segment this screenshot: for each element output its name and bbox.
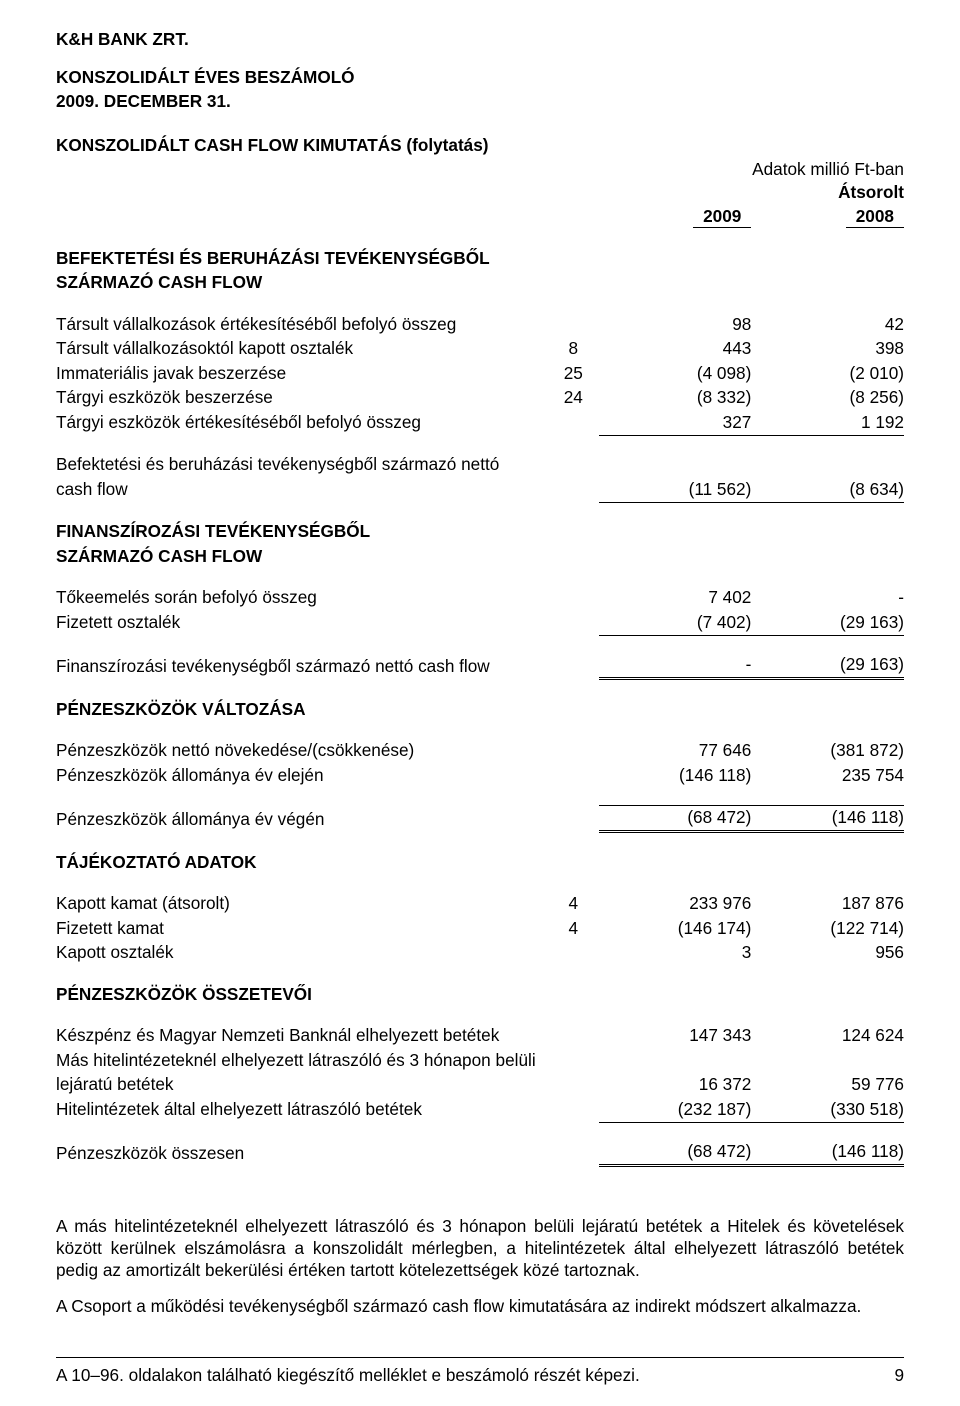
col-y1: 2009 bbox=[693, 206, 751, 228]
col-header-row-top: Átsorolt bbox=[56, 180, 904, 205]
explanatory-paragraph-2: A Csoport a működési tevékenységből szár… bbox=[56, 1295, 904, 1317]
financial-table: Átsorolt 2009 2008 BEFEKTETÉSI ÉS BERUHÁ… bbox=[56, 180, 904, 1167]
report-title: KONSZOLIDÁLT ÉVES BESZÁMOLÓ bbox=[56, 66, 904, 88]
table-row: Immateriális javak beszerzése 25 (4 098)… bbox=[56, 361, 904, 386]
table-row: Fizetett osztalék (7 402) (29 163) bbox=[56, 610, 904, 635]
table-row: Kapott osztalék 3 956 bbox=[56, 941, 904, 966]
col-y2-top: Átsorolt bbox=[751, 180, 904, 205]
table-row: Pénzeszközök nettó növekedése/(csökkenés… bbox=[56, 739, 904, 764]
table-row: Társult vállalkozások értékesítéséből be… bbox=[56, 312, 904, 337]
info-head: TÁJÉKOZTATÓ ADATOK bbox=[56, 850, 548, 875]
invest-total-row-2: cash flow (11 562) (8 634) bbox=[56, 477, 904, 502]
page-footer: A 10–96. oldalakon található kiegészítő … bbox=[56, 1357, 904, 1386]
fin-head-1: FINANSZÍROZÁSI TEVÉKENYSÉGBŐL bbox=[56, 520, 548, 545]
col-header-row: 2009 2008 bbox=[56, 205, 904, 230]
footer-note: A 10–96. oldalakon található kiegészítő … bbox=[56, 1364, 640, 1386]
comp-head: PÉNZESZKÖZÖK ÖSSZETEVŐI bbox=[56, 982, 548, 1007]
fin-total-row: Finanszírozási tevékenységből származó n… bbox=[56, 653, 904, 679]
table-row: Társult vállalkozásoktól kapott osztalék… bbox=[56, 337, 904, 362]
page-number: 9 bbox=[894, 1364, 904, 1386]
table-row: Pénzeszközök állománya év elején (146 11… bbox=[56, 763, 904, 788]
table-row: lejáratú betétek 16 372 59 776 bbox=[56, 1073, 904, 1098]
invest-head-2: SZÁRMAZÓ CASH FLOW bbox=[56, 271, 548, 296]
comp-total-row: Pénzeszközök összesen (68 472) (146 118) bbox=[56, 1140, 904, 1166]
col-y2: 2008 bbox=[846, 206, 904, 228]
document-header: K&H BANK ZRT. KONSZOLIDÁLT ÉVES BESZÁMOL… bbox=[56, 28, 904, 112]
table-row: Készpénz és Magyar Nemzeti Banknál elhel… bbox=[56, 1024, 904, 1049]
invest-total-row: Befektetési és beruházási tevékenységből… bbox=[56, 453, 904, 478]
invest-head-1: BEFEKTETÉSI ÉS BERUHÁZÁSI TEVÉKENYSÉGBŐL bbox=[56, 246, 548, 271]
statement-title: KONSZOLIDÁLT CASH FLOW KIMUTATÁS (folyta… bbox=[56, 134, 904, 156]
table-row: Hitelintézetek által elhelyezett látrasz… bbox=[56, 1097, 904, 1122]
table-row: Tőkeemelés során befolyó összeg 7 402 - bbox=[56, 586, 904, 611]
cash-end-row: Pénzeszközök állománya év végén (68 472)… bbox=[56, 805, 904, 832]
fin-head-2: SZÁRMAZÓ CASH FLOW bbox=[56, 544, 548, 569]
table-row: Tárgyi eszközök értékesítéséből befolyó … bbox=[56, 410, 904, 435]
table-row: Kapott kamat (átsorolt) 4 233 976 187 87… bbox=[56, 892, 904, 917]
explanatory-paragraph-1: A más hitelintézeteknél elhelyezett látr… bbox=[56, 1215, 904, 1281]
table-row: Fizetett kamat 4 (146 174) (122 714) bbox=[56, 916, 904, 941]
table-row: Más hitelintézeteknél elhelyezett látras… bbox=[56, 1048, 904, 1073]
company-name: K&H BANK ZRT. bbox=[56, 28, 904, 50]
page: K&H BANK ZRT. KONSZOLIDÁLT ÉVES BESZÁMOL… bbox=[0, 0, 960, 1406]
cash-head: PÉNZESZKÖZÖK VÁLTOZÁSA bbox=[56, 697, 548, 722]
report-date: 2009. DECEMBER 31. bbox=[56, 90, 904, 112]
table-row: Tárgyi eszközök beszerzése 24 (8 332) (8… bbox=[56, 386, 904, 411]
units-label: Adatok millió Ft-ban bbox=[56, 158, 904, 180]
